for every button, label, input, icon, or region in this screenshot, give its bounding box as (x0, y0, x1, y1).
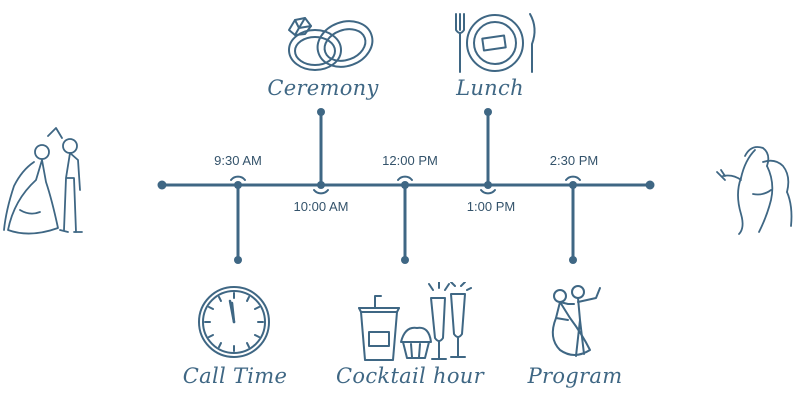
time-label-lunch: 1:00 PM (466, 199, 516, 214)
time-label-cocktail-hour: 12:00 PM (382, 153, 438, 168)
timeline-start-dot (157, 180, 167, 190)
place-setting-icon (455, 13, 536, 73)
embracing-couple-right-icon (716, 146, 793, 235)
event-label-call-time: Call Time (182, 364, 288, 388)
node-lunch (480, 181, 496, 195)
event-label-program: Program (527, 364, 623, 388)
clock-icon (198, 286, 270, 358)
cocktails-icon (358, 282, 472, 361)
node-cocktail-hour (397, 175, 413, 189)
node-ceremony (313, 181, 329, 195)
dancing-couple-icon (551, 285, 601, 357)
timeline-end-dot (645, 180, 655, 190)
event-label-cocktail-hour: Cocktail hour (336, 364, 484, 388)
stem-end-program (569, 256, 577, 264)
time-label-ceremony: 10:00 AM (293, 199, 349, 214)
event-label-lunch: Lunch (456, 76, 524, 100)
node-program (565, 175, 581, 189)
wedding-rings-icon (288, 17, 374, 71)
stem-end-cocktail-hour (401, 256, 409, 264)
stem-end-call-time (234, 256, 242, 264)
event-label-ceremony: Ceremony (267, 76, 379, 100)
stem-end-ceremony (317, 108, 325, 116)
stem-end-lunch (484, 108, 492, 116)
bride-groom-left-icon (3, 127, 83, 235)
time-label-program: 2:30 PM (549, 153, 599, 168)
node-call-time (230, 175, 246, 189)
time-label-call-time: 9:30 AM (214, 153, 262, 168)
